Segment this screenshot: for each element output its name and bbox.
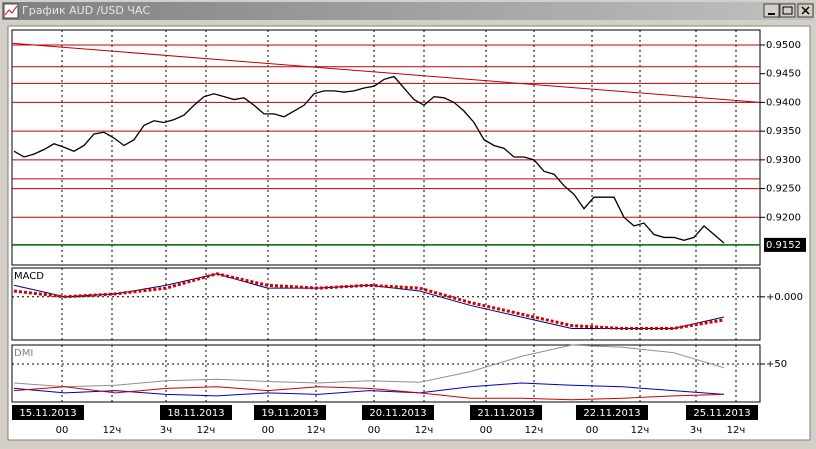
hour-label: 00 <box>56 425 69 436</box>
y-tick-label: 0.9200 <box>766 212 801 223</box>
title-bar <box>2 2 814 20</box>
date-label: 19.11.2013 <box>261 408 318 419</box>
date-label: 25.11.2013 <box>693 408 750 419</box>
maximize-glyph <box>782 6 793 15</box>
y-tick-label: +0.000 <box>766 292 803 303</box>
hour-label: 00 <box>262 425 275 436</box>
date-label: 21.11.2013 <box>477 408 534 419</box>
date-label: 20.11.2013 <box>369 408 426 419</box>
y-tick-label: 0.9300 <box>766 155 801 166</box>
date-label-box <box>470 405 542 420</box>
minimize-button[interactable] <box>763 3 780 18</box>
y-tick-label: +50 <box>766 359 787 370</box>
series-line <box>13 75 725 244</box>
hour-label: 00 <box>480 425 493 436</box>
y-tick-label: 0.9250 <box>766 184 801 195</box>
app-icon-line <box>4 5 18 16</box>
trend-line <box>11 42 761 103</box>
maximize-button[interactable] <box>779 3 796 18</box>
series-line <box>13 344 725 388</box>
last-price-box <box>764 237 806 252</box>
date-label-box <box>576 405 648 420</box>
date-label: 15.11.2013 <box>19 408 76 419</box>
panel-title: MACD <box>14 271 44 282</box>
plot: 0.9500 0.9450 0.9400 0.9350 0.9300 0.9250 0.92… <box>11 29 806 436</box>
date-label-box <box>12 405 84 420</box>
hour-label: 3ч <box>160 425 172 436</box>
window-buttons <box>763 3 814 18</box>
hour-label: 12ч <box>307 425 326 436</box>
date-label: 22.11.2013 <box>583 408 640 419</box>
hour-label: 12ч <box>631 425 650 436</box>
y-tick-label: 0.9450 <box>766 69 801 80</box>
panel <box>11 29 761 266</box>
app-icon <box>3 3 19 19</box>
date-label-box <box>686 405 758 420</box>
panel <box>11 344 761 403</box>
hour-label: 12ч <box>197 425 216 436</box>
date-label-box <box>362 405 434 420</box>
last-price-label: 0.9152 <box>766 240 801 251</box>
y-tick-label: 0.9500 <box>766 40 801 51</box>
hour-label: 12ч <box>103 425 122 436</box>
y-tick-label: 0.9400 <box>766 97 801 108</box>
date-label: 18.11.2013 <box>167 408 224 419</box>
window-title: График AUD /USD ЧАС <box>22 4 150 17</box>
hour-label: 12ч <box>727 425 746 436</box>
series-line <box>13 386 725 401</box>
hour-label: 00 <box>368 425 381 436</box>
series-line <box>13 272 725 330</box>
hour-label: 00 <box>586 425 599 436</box>
panel-title: DMI <box>14 348 33 359</box>
date-label-box <box>254 405 326 420</box>
y-tick-label: 0.9350 <box>766 126 801 137</box>
hour-label: 3ч <box>690 425 702 436</box>
series-line <box>13 382 725 397</box>
hour-label: 12ч <box>415 425 434 436</box>
date-label-box <box>160 405 232 420</box>
close-glyph <box>801 6 810 15</box>
hour-label: 12ч <box>525 425 544 436</box>
